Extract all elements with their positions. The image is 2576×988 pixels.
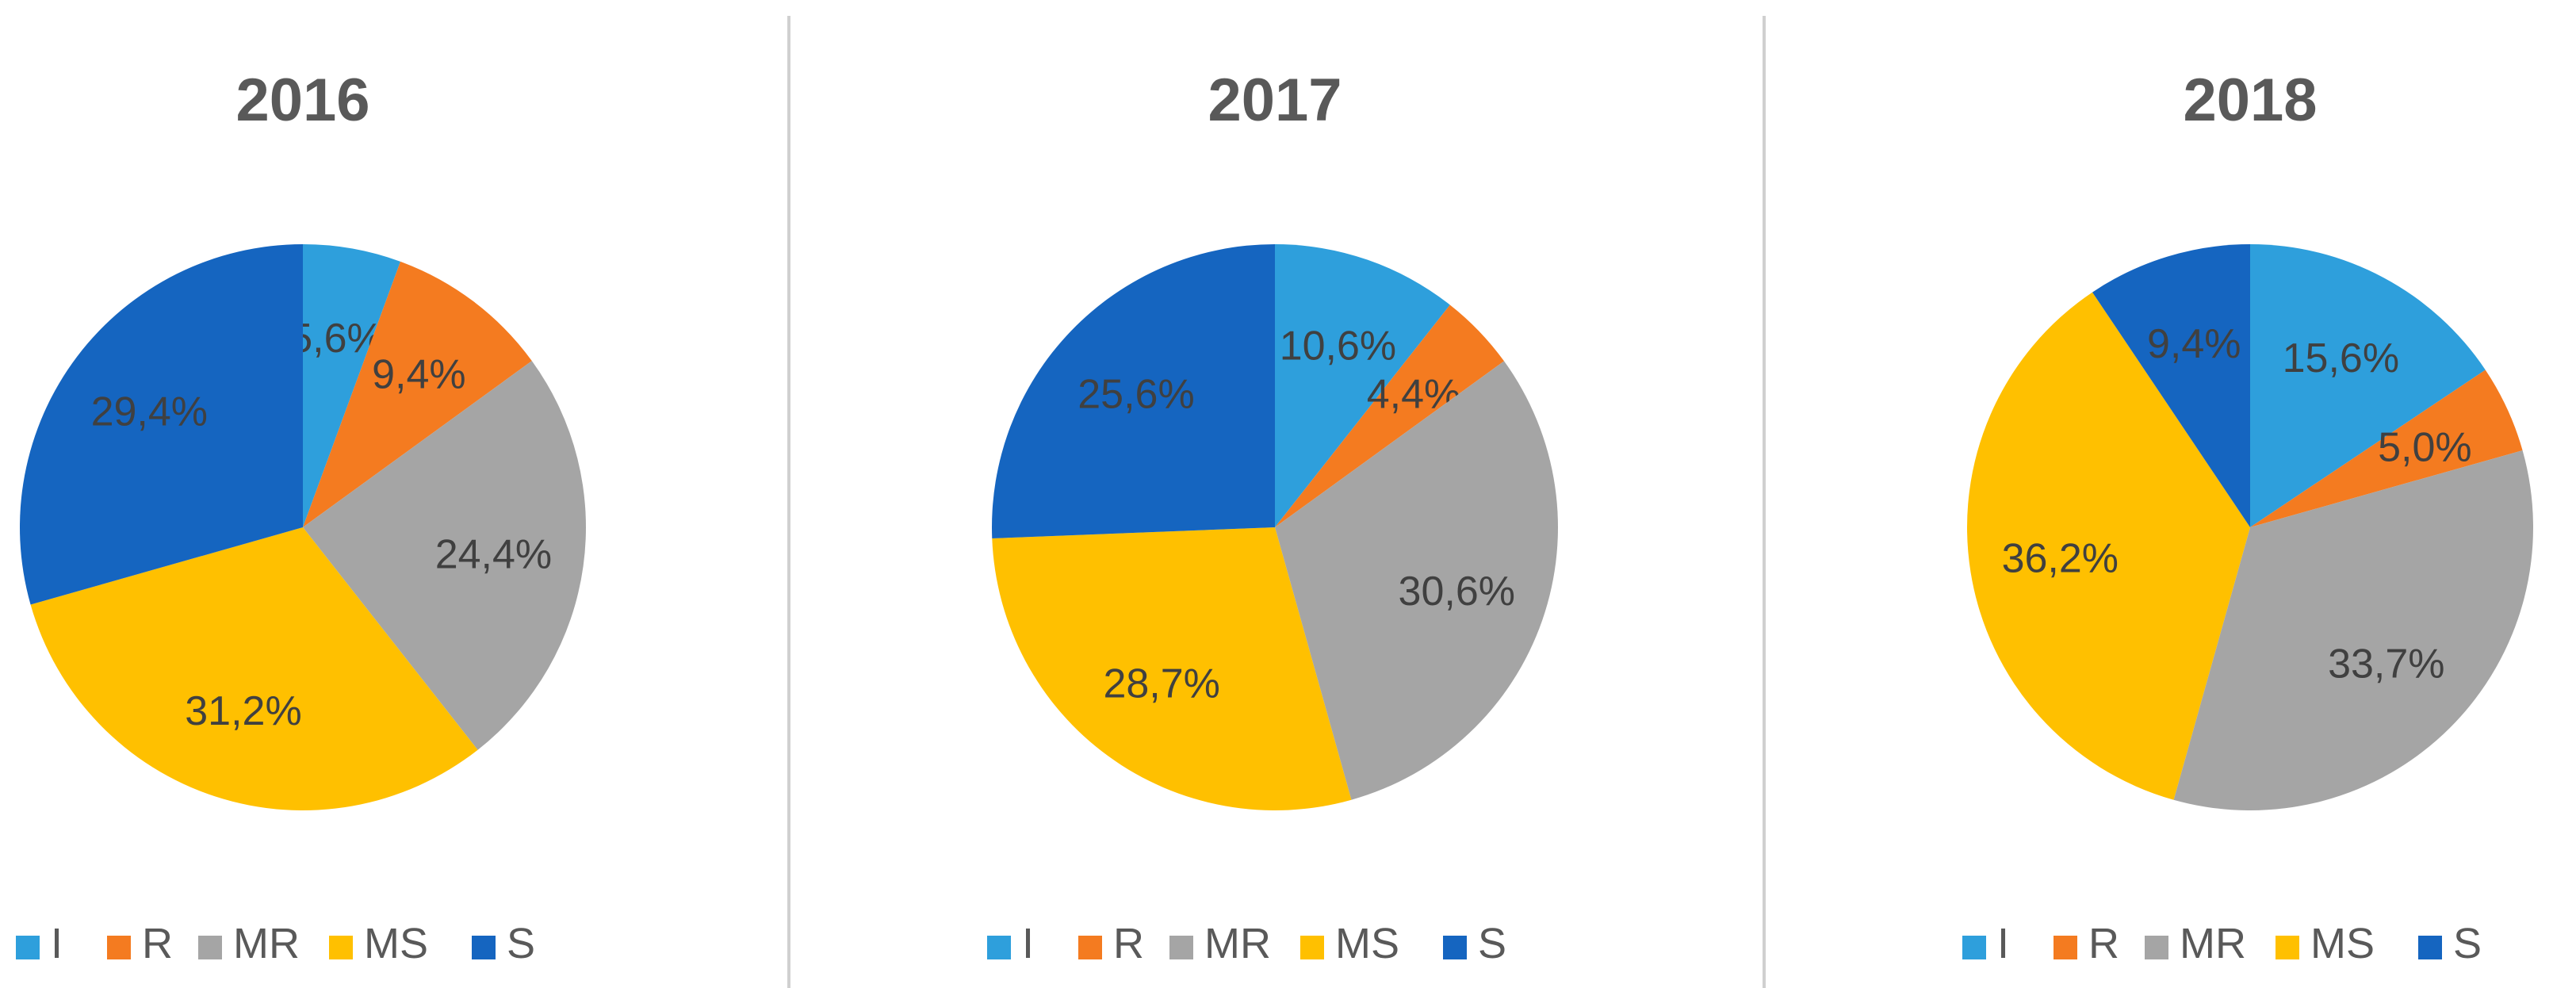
slice-label-s: 25,6%: [1077, 372, 1194, 418]
legend-label-mr: MR: [233, 920, 300, 967]
pie-panel-2018: 2018 15,6% 5,0% 33,7% 36,2% 9,4% I R MR MS S: [1962, 67, 2534, 967]
pie-slice-i: [1275, 244, 1450, 527]
pie-slice-mr: [1275, 361, 1558, 800]
slice-label-i: 15,6%: [2283, 335, 2399, 381]
slice-label-mr: 30,6%: [1399, 569, 1515, 615]
pie-slice-mr: [303, 361, 586, 750]
legend-label-i: I: [51, 920, 63, 967]
slice-label-ms: 36,2%: [2002, 535, 2119, 581]
legend-label-r: R: [1113, 920, 1144, 967]
legend-label-s: S: [1478, 920, 1506, 967]
legend-label-i: I: [1022, 920, 1034, 967]
pie-slice-s: [2092, 244, 2250, 527]
pie-slice-i: [2250, 244, 2486, 527]
legend-label-ms: MS: [364, 920, 428, 967]
pie-slice-ms: [992, 527, 1352, 810]
legend-label-r: R: [2088, 920, 2119, 967]
legend-swatch-s: [2418, 936, 2442, 959]
legend-swatch-i: [987, 936, 1011, 959]
legend-label-i: I: [1997, 920, 2009, 967]
legend-swatch-r: [2054, 936, 2077, 959]
pie-slice-i: [303, 244, 401, 527]
slice-label-ms: 31,2%: [185, 688, 301, 734]
legend-swatch-s: [472, 936, 496, 959]
pie-slice-r: [303, 261, 532, 527]
slice-label-s: 9,4%: [2147, 321, 2241, 367]
slice-label-s: 29,4%: [91, 389, 208, 435]
legend-label-r: R: [142, 920, 173, 967]
legend-label-s: S: [2453, 920, 2482, 967]
legend-swatch-i: [16, 936, 40, 959]
chart-title: 2018: [2183, 67, 2317, 134]
slice-label-r: 5,0%: [2378, 424, 2472, 470]
slice-label-i: 10,6%: [1280, 324, 1396, 370]
legend-swatch-ms: [1300, 936, 1324, 959]
slice-label-ms: 28,7%: [1103, 661, 1219, 707]
legend-label-ms: MS: [2310, 920, 2375, 967]
legend-swatch-r: [1078, 936, 1102, 959]
pie-slice-mr: [2173, 450, 2534, 811]
chart-title: 2016: [235, 67, 369, 134]
legend-swatch-i: [1962, 936, 1986, 959]
legend-swatch-s: [1443, 936, 1467, 959]
pie-slice-s: [19, 244, 304, 605]
legend-swatch-mr: [198, 936, 222, 959]
legend-label-mr: MR: [2180, 920, 2246, 967]
legend-swatch-mr: [1169, 936, 1193, 959]
pie-slice-ms: [1967, 292, 2250, 800]
legend-swatch-ms: [2276, 936, 2299, 959]
pie-slice-s: [991, 244, 1275, 539]
pie-slice-ms: [30, 527, 478, 810]
pie-slice-r: [2250, 370, 2523, 527]
legend-swatch-mr: [2145, 936, 2168, 959]
slice-label-mr: 24,4%: [435, 531, 552, 577]
legend-label-ms: MS: [1335, 920, 1399, 967]
slice-label-r: 9,4%: [372, 351, 466, 397]
legend-label-mr: MR: [1204, 920, 1271, 967]
legend-swatch-r: [107, 936, 131, 959]
chart-title: 2017: [1208, 67, 1342, 134]
pie-slice-r: [1275, 304, 1505, 527]
legend-label-s: S: [507, 920, 535, 967]
slice-label-mr: 33,7%: [2328, 641, 2444, 687]
legend-swatch-ms: [329, 936, 353, 959]
